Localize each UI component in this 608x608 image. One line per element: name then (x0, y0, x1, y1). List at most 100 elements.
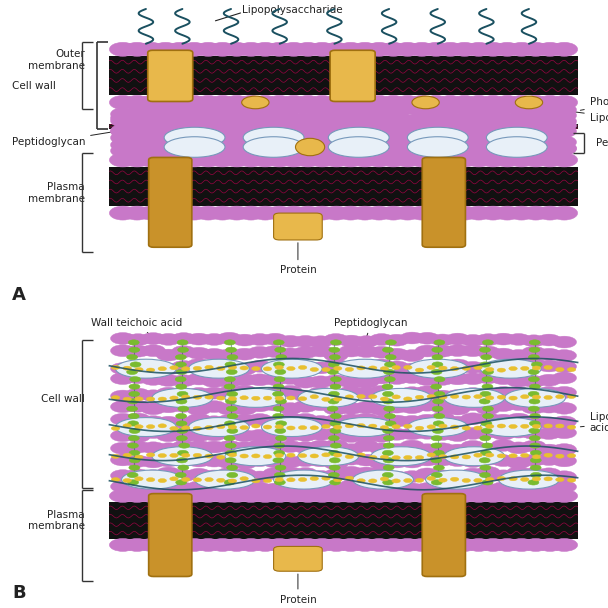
Circle shape (531, 362, 542, 367)
Circle shape (170, 454, 178, 457)
Circle shape (309, 206, 336, 220)
Circle shape (482, 340, 493, 345)
Circle shape (258, 136, 282, 148)
Circle shape (474, 426, 482, 430)
Circle shape (170, 396, 178, 400)
Circle shape (372, 131, 396, 143)
Circle shape (409, 43, 435, 57)
Circle shape (368, 395, 377, 399)
Circle shape (480, 465, 491, 470)
Circle shape (275, 347, 286, 353)
Circle shape (483, 413, 494, 419)
Circle shape (551, 489, 578, 502)
Circle shape (202, 455, 226, 467)
Circle shape (280, 43, 307, 57)
Circle shape (551, 153, 578, 167)
Circle shape (394, 489, 421, 502)
Circle shape (474, 365, 482, 370)
Circle shape (506, 457, 531, 469)
Circle shape (275, 421, 286, 426)
Circle shape (171, 430, 196, 443)
Circle shape (111, 125, 135, 138)
Circle shape (280, 539, 307, 551)
Circle shape (389, 126, 413, 139)
Circle shape (508, 43, 535, 57)
Ellipse shape (407, 418, 468, 437)
Circle shape (366, 206, 393, 220)
Circle shape (530, 465, 541, 470)
Circle shape (202, 334, 226, 345)
Circle shape (263, 345, 288, 358)
Circle shape (187, 413, 211, 426)
Circle shape (123, 478, 131, 483)
Circle shape (530, 458, 541, 463)
Circle shape (293, 413, 318, 425)
Circle shape (369, 359, 394, 371)
Circle shape (491, 428, 516, 440)
Circle shape (421, 119, 446, 132)
Circle shape (129, 465, 140, 470)
Circle shape (394, 153, 421, 167)
Circle shape (382, 399, 393, 404)
Circle shape (192, 130, 217, 142)
Circle shape (167, 43, 193, 57)
Circle shape (421, 122, 446, 134)
Circle shape (369, 443, 394, 455)
Circle shape (480, 539, 506, 551)
Circle shape (322, 368, 330, 371)
Circle shape (339, 376, 364, 388)
Circle shape (225, 143, 249, 156)
Circle shape (247, 347, 272, 358)
Circle shape (111, 362, 135, 375)
Circle shape (152, 153, 179, 167)
Circle shape (351, 95, 378, 109)
Circle shape (252, 454, 260, 458)
Circle shape (181, 153, 207, 167)
Circle shape (423, 206, 449, 220)
Circle shape (470, 127, 495, 140)
Circle shape (532, 455, 541, 459)
Circle shape (351, 206, 378, 220)
Circle shape (465, 539, 492, 551)
Circle shape (567, 478, 576, 482)
Ellipse shape (261, 418, 322, 437)
Circle shape (141, 345, 165, 356)
Circle shape (333, 425, 342, 429)
Circle shape (357, 424, 365, 427)
Circle shape (225, 125, 249, 138)
Circle shape (171, 470, 196, 482)
Circle shape (415, 444, 440, 455)
Ellipse shape (480, 359, 541, 378)
Circle shape (356, 112, 381, 126)
Circle shape (263, 399, 288, 411)
Circle shape (430, 345, 455, 357)
Circle shape (476, 483, 500, 495)
Circle shape (266, 539, 293, 551)
Circle shape (109, 206, 136, 220)
Circle shape (147, 478, 155, 482)
Circle shape (278, 373, 303, 384)
Circle shape (339, 335, 364, 347)
Circle shape (405, 128, 429, 141)
Circle shape (263, 478, 272, 483)
Circle shape (225, 458, 236, 463)
Circle shape (141, 373, 165, 385)
Circle shape (276, 354, 287, 360)
Circle shape (486, 136, 511, 149)
Circle shape (503, 102, 528, 114)
Circle shape (461, 399, 485, 410)
Circle shape (306, 120, 331, 133)
Circle shape (536, 126, 560, 139)
Circle shape (405, 144, 429, 157)
Ellipse shape (152, 389, 213, 407)
Text: Outer
membrane: Outer membrane (28, 49, 85, 71)
Circle shape (224, 480, 235, 485)
Circle shape (171, 333, 196, 345)
Circle shape (415, 361, 440, 372)
Circle shape (138, 153, 165, 167)
Circle shape (247, 413, 272, 426)
Circle shape (438, 123, 462, 136)
Circle shape (509, 424, 517, 429)
Circle shape (384, 389, 409, 401)
Circle shape (333, 453, 342, 457)
